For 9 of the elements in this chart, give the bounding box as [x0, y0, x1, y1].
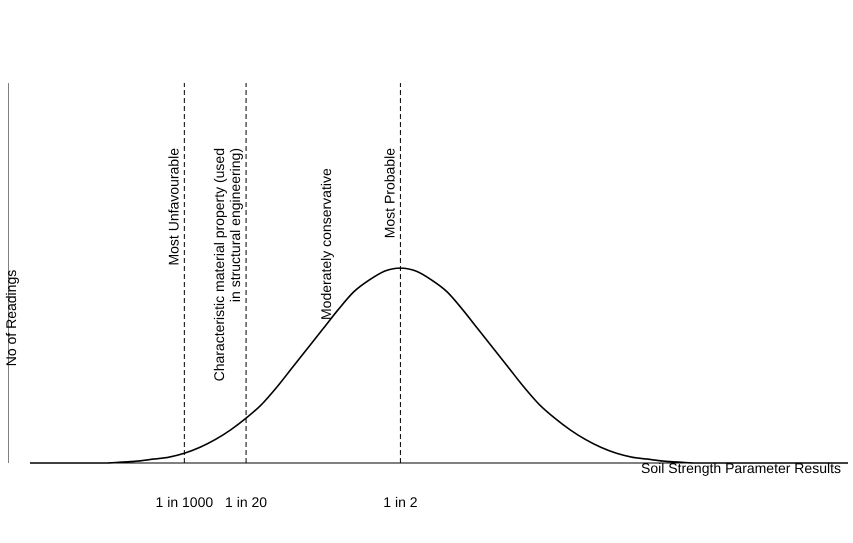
ref-line-label: Most Probable	[381, 148, 398, 238]
x-tick-label: 1 in 20	[225, 494, 268, 510]
ref-line-label: Characteristic material property (used in structural engineering)	[211, 148, 244, 382]
x-tick-label: 1 in 1000	[156, 494, 214, 510]
x-tick-label: 1 in 2	[383, 494, 418, 510]
x-axis-title: Soil Strength Parameter Results	[641, 460, 841, 476]
annotation: Moderately conservative	[317, 167, 335, 322]
y-axis-title: No of Readings	[2, 268, 20, 368]
ref-line-label: Most Unfavourable	[165, 148, 182, 266]
